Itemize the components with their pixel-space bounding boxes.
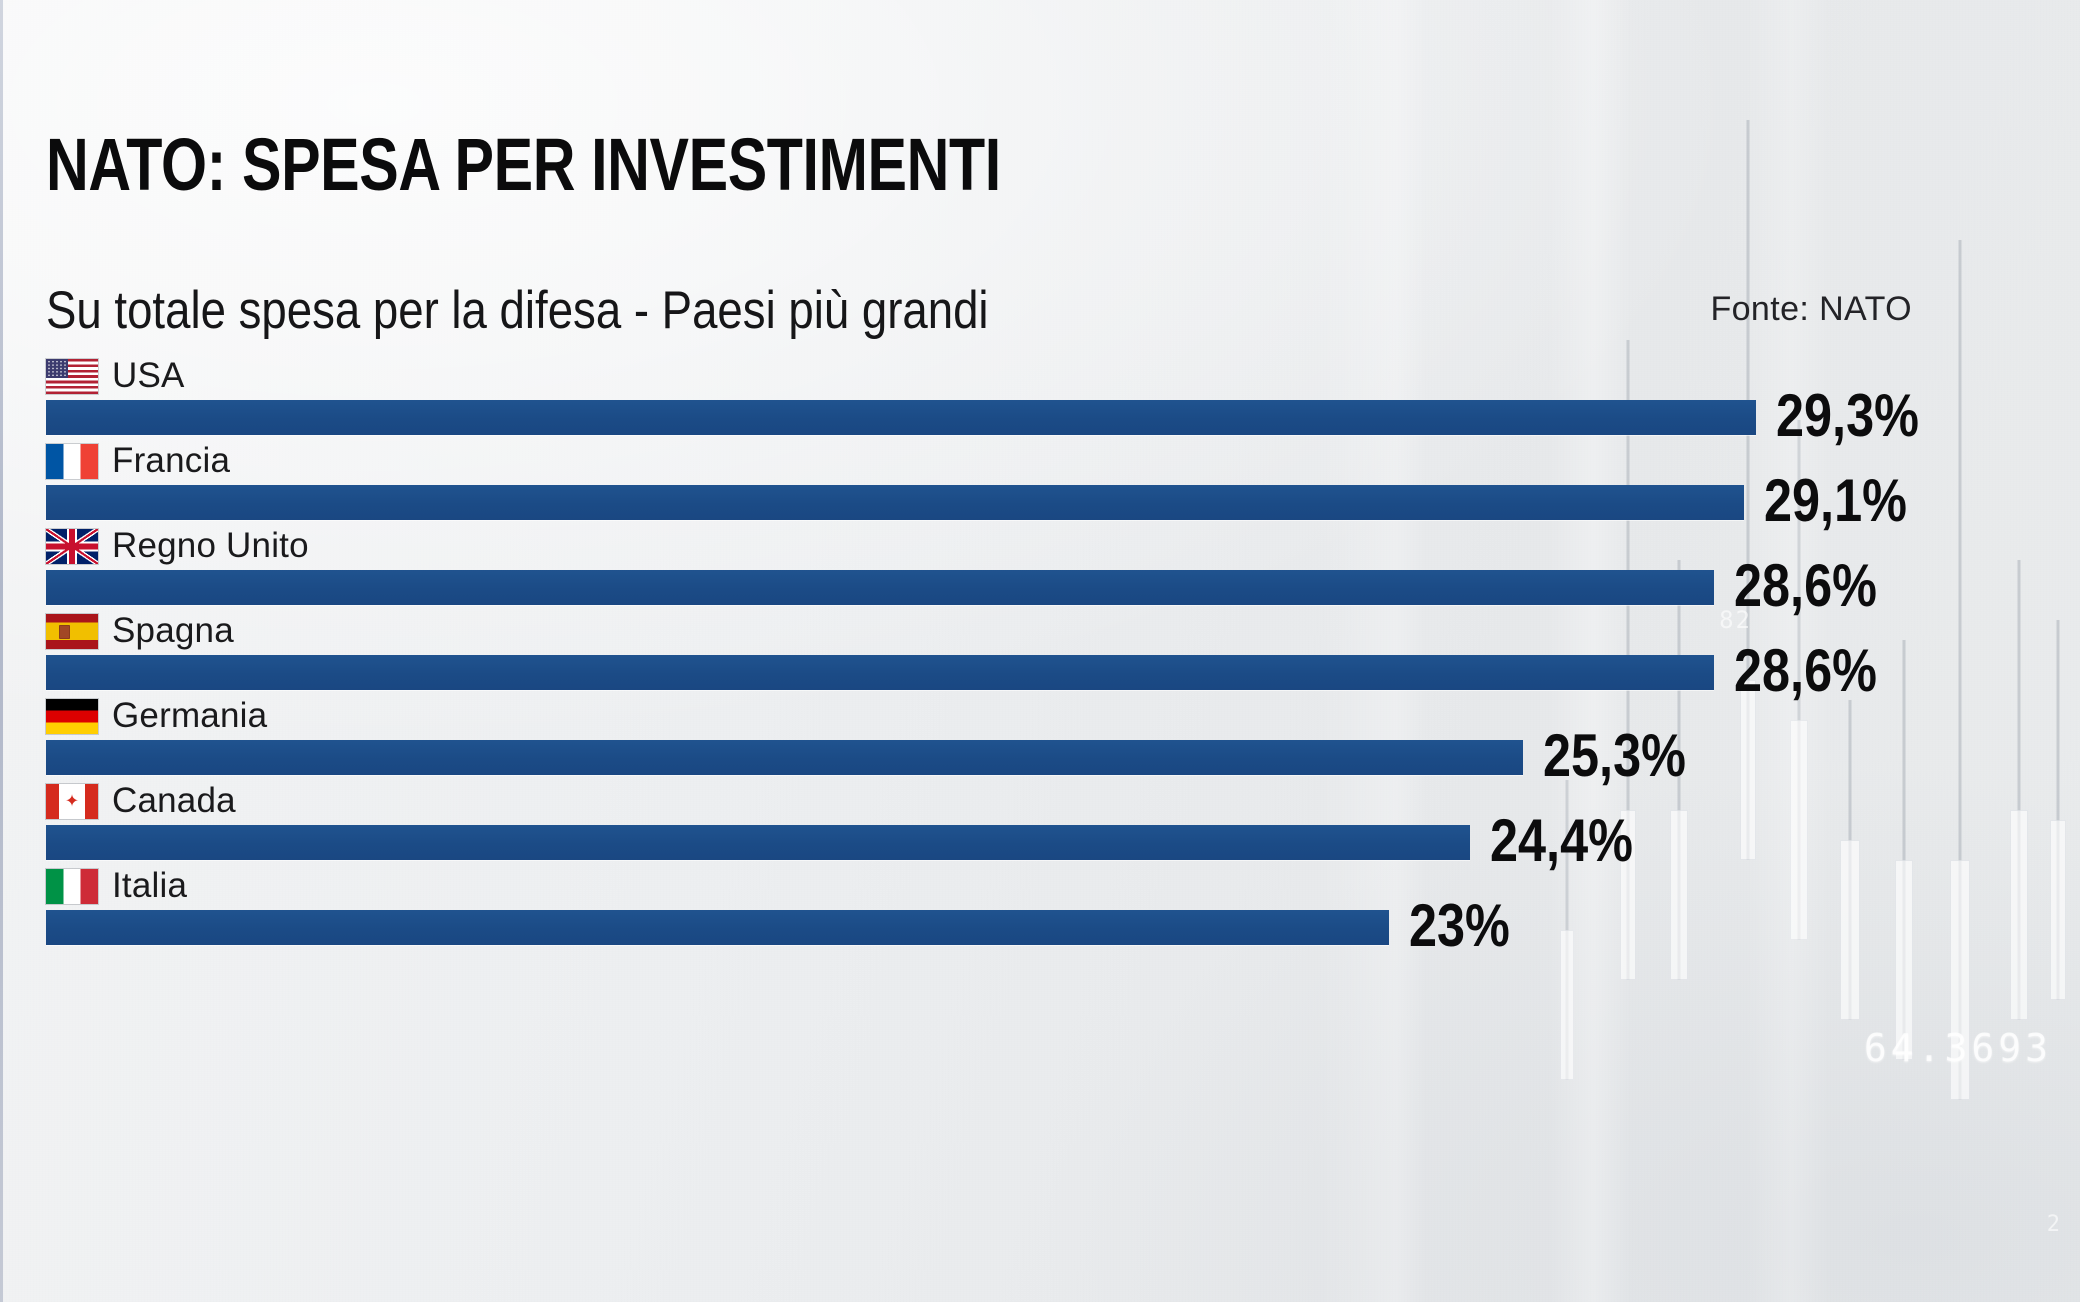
bar-track: 29,3%: [46, 386, 2080, 446]
bar-usa: [46, 400, 1756, 435]
row-header: Canada: [46, 781, 236, 821]
bar-germania: [46, 740, 1523, 775]
row-header: Francia: [46, 441, 230, 481]
gb-flag-icon: [46, 528, 98, 564]
row-header: USA: [46, 356, 185, 396]
bar-value-label: 29,1%: [1764, 467, 1907, 534]
country-label: Canada: [112, 781, 236, 820]
chart-row: Canada 24,4%: [46, 777, 2080, 871]
us-flag-icon: [46, 358, 98, 394]
chart-row: Italia 23%: [46, 862, 2080, 956]
row-header: Italia: [46, 866, 187, 906]
mini-readout-1: 82: [1719, 606, 1752, 634]
country-label: Germania: [112, 696, 268, 735]
country-label: Regno Unito: [112, 526, 309, 565]
bar-value-label: 28,6%: [1734, 637, 1877, 704]
bar-canada: [46, 825, 1470, 860]
row-header: Regno Unito: [46, 526, 309, 566]
bar-value-label: 24,4%: [1490, 807, 1633, 874]
source-label: Fonte: NATO: [1710, 290, 1912, 328]
background-glow-columns: [1320, 0, 2080, 1302]
bar-value-label: 28,6%: [1734, 552, 1877, 619]
bar-spagna: [46, 655, 1714, 690]
bar-italia: [46, 910, 1389, 945]
bar-track: 29,1%: [46, 471, 2080, 531]
subtitle-row: Su totale spesa per la difesa - Paesi pi…: [46, 281, 2040, 340]
row-header: Spagna: [46, 611, 234, 651]
bar-track: 28,6%: [46, 556, 2080, 616]
country-label: USA: [112, 356, 185, 395]
it-flag-icon: [46, 868, 98, 904]
bar-chart: USA 29,3% Francia 29,1% Regno Unito: [46, 352, 2080, 956]
country-label: Spagna: [112, 611, 234, 650]
bar-francia: [46, 485, 1744, 520]
bar-track: 25,3%: [46, 726, 2080, 786]
chart-row: Spagna 28,6%: [46, 607, 2080, 701]
row-header: Germania: [46, 696, 267, 736]
ca-flag-icon: [46, 783, 98, 819]
chart-row: Francia 29,1%: [46, 437, 2080, 531]
mini-readout-2: 2: [2046, 1212, 2062, 1237]
bar-track: 24,4%: [46, 811, 2080, 871]
country-label: Francia: [112, 441, 231, 480]
de-flag-icon: [46, 698, 98, 734]
es-flag-icon: [46, 613, 98, 649]
fr-flag-icon: [46, 443, 98, 479]
bar-track: 28,6%: [46, 641, 2080, 701]
chart-row: USA 29,3%: [46, 352, 2080, 446]
bar-value-label: 25,3%: [1543, 722, 1686, 789]
country-label: Italia: [112, 866, 188, 905]
digital-readout: 64.3693: [1863, 1026, 2052, 1070]
bar-value-label: 23%: [1409, 892, 1510, 959]
page-subtitle: Su totale spesa per la difesa - Paesi pi…: [46, 281, 989, 340]
left-edge-accent: [0, 0, 3, 1302]
bar-value-label: 29,3%: [1776, 382, 1919, 449]
chart-row: Regno Unito 28,6%: [46, 522, 2080, 616]
page-title: NATO: SPESA PER INVESTIMENTI: [46, 123, 1001, 206]
bar-regno-unito: [46, 570, 1714, 605]
chart-row: Germania 25,3%: [46, 692, 2080, 786]
bar-track: 23%: [46, 896, 2080, 956]
